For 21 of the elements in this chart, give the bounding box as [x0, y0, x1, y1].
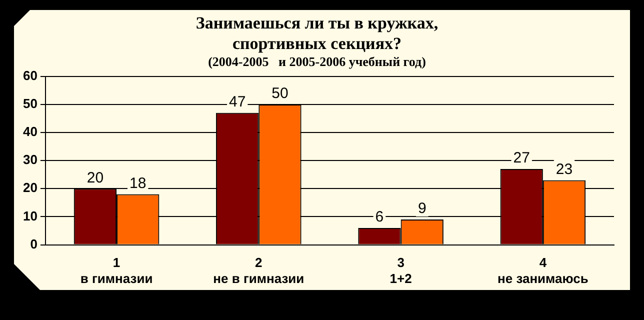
y-tick-label: 20	[22, 180, 38, 196]
x-tick-label: 3 1+2	[390, 255, 412, 286]
y-tick-label: 30	[22, 152, 38, 168]
y-tick-label: 10	[22, 208, 38, 224]
y-tick-label: 50	[22, 96, 38, 112]
data-label: 6	[375, 208, 384, 226]
chart-title: Занимаешься ли ты в кружках, спортивных секциях?	[196, 14, 438, 53]
y-tick-label: 60	[22, 68, 38, 83]
data-label: 50	[272, 85, 288, 102]
data-label: 9	[418, 200, 426, 218]
y-tick-label: 0	[30, 236, 38, 252]
x-tick-label: 2 не в гимназии	[213, 255, 304, 286]
y-tick-label: 40	[22, 124, 38, 140]
data-label: 18	[130, 174, 146, 192]
x-tick-label: 4 не занимаюсь	[497, 255, 588, 286]
data-label: 23	[556, 160, 573, 178]
data-label: 27	[513, 150, 530, 167]
data-label: 20	[86, 169, 104, 186]
data-label: 47	[229, 94, 246, 111]
x-tick-label: 1 в гимназии	[80, 255, 153, 286]
chart-subtitle: (2004-2005 и 2005-2006 учебный год)	[208, 54, 426, 69]
